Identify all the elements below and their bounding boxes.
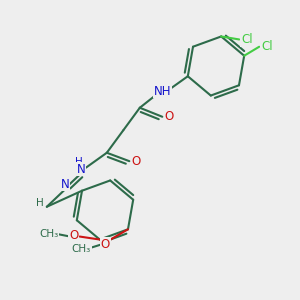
Text: Cl: Cl xyxy=(241,33,253,46)
Text: H: H xyxy=(75,158,83,167)
Text: O: O xyxy=(131,155,140,168)
Text: H: H xyxy=(36,198,44,208)
Text: NH: NH xyxy=(154,85,171,98)
Text: O: O xyxy=(164,110,173,123)
Text: N: N xyxy=(60,178,69,191)
Text: O: O xyxy=(101,238,110,251)
Text: N: N xyxy=(77,163,86,176)
Text: CH₃: CH₃ xyxy=(72,244,91,254)
Text: Cl: Cl xyxy=(261,40,272,53)
Text: O: O xyxy=(69,230,78,242)
Text: CH₃: CH₃ xyxy=(39,229,58,238)
